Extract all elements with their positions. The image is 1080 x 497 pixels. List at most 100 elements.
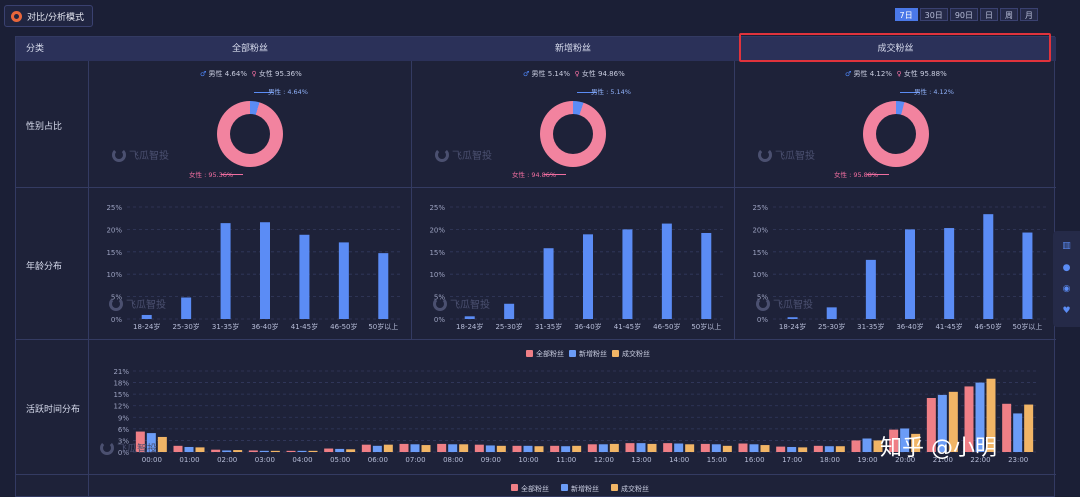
- target-icon[interactable]: ◉: [1062, 284, 1071, 295]
- activity-bar[interactable]: [911, 433, 921, 452]
- activity-bar[interactable]: [964, 386, 974, 452]
- activity-bar[interactable]: [496, 445, 506, 452]
- activity-bar[interactable]: [625, 443, 635, 452]
- activity-bar[interactable]: [421, 445, 431, 452]
- activity-bar[interactable]: [211, 449, 221, 452]
- age-bar[interactable]: [378, 253, 389, 319]
- activity-bar[interactable]: [383, 444, 393, 452]
- activity-bar[interactable]: [587, 444, 597, 452]
- age-bar[interactable]: [661, 223, 672, 319]
- activity-bar[interactable]: [459, 444, 469, 452]
- activity-bar[interactable]: [485, 445, 495, 452]
- activity-bar[interactable]: [561, 446, 571, 452]
- column-all-fans[interactable]: 全部粉丝: [231, 44, 268, 54]
- activity-bar[interactable]: [975, 382, 985, 452]
- activity-bar[interactable]: [926, 398, 936, 452]
- activity-bar[interactable]: [1013, 413, 1023, 452]
- activity-bar[interactable]: [636, 443, 646, 452]
- activity-bar[interactable]: [798, 447, 808, 452]
- activity-bar[interactable]: [523, 445, 533, 452]
- user-icon[interactable]: ●: [1062, 262, 1071, 273]
- age-bar[interactable]: [583, 234, 593, 319]
- activity-bar[interactable]: [889, 429, 899, 452]
- activity-bar[interactable]: [361, 444, 371, 452]
- activity-bar[interactable]: [776, 446, 786, 452]
- activity-bar[interactable]: [738, 443, 748, 452]
- column-new-fans[interactable]: 新增粉丝: [554, 44, 591, 54]
- activity-bar[interactable]: [647, 443, 657, 452]
- activity-bar[interactable]: [195, 447, 205, 452]
- age-bar[interactable]: [826, 307, 837, 319]
- range-7d-button[interactable]: 7日: [894, 8, 918, 21]
- activity-bar[interactable]: [824, 446, 834, 452]
- age-bar[interactable]: [865, 259, 876, 319]
- chart-icon[interactable]: ▥: [1062, 241, 1071, 252]
- activity-bar[interactable]: [346, 449, 356, 452]
- age-bar[interactable]: [464, 316, 475, 319]
- activity-bar[interactable]: [297, 450, 307, 452]
- activity-bar[interactable]: [722, 445, 732, 452]
- activity-bar[interactable]: [700, 443, 710, 452]
- age-bar[interactable]: [338, 242, 349, 319]
- activity-bar[interactable]: [760, 445, 770, 452]
- age-bar[interactable]: [504, 303, 515, 319]
- activity-bar[interactable]: [749, 444, 759, 452]
- activity-bar[interactable]: [270, 450, 280, 452]
- activity-bar[interactable]: [372, 445, 382, 452]
- activity-bar[interactable]: [173, 445, 183, 452]
- age-bar[interactable]: [787, 317, 798, 319]
- age-bar[interactable]: [299, 234, 310, 319]
- activity-bar[interactable]: [609, 443, 619, 452]
- range-month-button[interactable]: 月: [1020, 8, 1038, 21]
- activity-bar[interactable]: [862, 438, 872, 453]
- age-bar[interactable]: [983, 214, 994, 319]
- activity-bar[interactable]: [248, 450, 258, 452]
- activity-bar[interactable]: [787, 446, 797, 452]
- activity-bar[interactable]: [674, 443, 684, 452]
- age-bar[interactable]: [1022, 232, 1033, 319]
- activity-bar[interactable]: [410, 444, 420, 452]
- age-bar[interactable]: [543, 248, 554, 319]
- activity-bar[interactable]: [157, 436, 167, 452]
- activity-bar[interactable]: [851, 440, 861, 452]
- activity-bar[interactable]: [835, 446, 845, 452]
- activity-bar[interactable]: [685, 444, 695, 452]
- activity-bar[interactable]: [335, 448, 345, 452]
- age-bar[interactable]: [141, 314, 152, 319]
- activity-bar[interactable]: [986, 378, 996, 452]
- activity-bar[interactable]: [286, 450, 296, 452]
- activity-bar[interactable]: [534, 446, 544, 452]
- compare-mode-button[interactable]: 对比/分析模式: [4, 5, 94, 27]
- activity-bar[interactable]: [572, 445, 582, 452]
- activity-bar[interactable]: [711, 444, 721, 452]
- activity-bar[interactable]: [937, 394, 947, 452]
- activity-bar[interactable]: [1024, 404, 1034, 452]
- activity-bar[interactable]: [663, 443, 673, 452]
- activity-bar[interactable]: [146, 433, 156, 452]
- activity-bar[interactable]: [813, 445, 823, 452]
- range-day-button[interactable]: 日: [980, 8, 998, 21]
- activity-bar[interactable]: [135, 431, 145, 452]
- age-bar[interactable]: [701, 232, 712, 319]
- activity-bar[interactable]: [308, 450, 318, 452]
- activity-bar[interactable]: [437, 443, 447, 452]
- range-week-button[interactable]: 周: [1000, 8, 1018, 21]
- activity-bar[interactable]: [259, 450, 269, 452]
- age-bar[interactable]: [905, 229, 915, 319]
- activity-bar[interactable]: [184, 446, 194, 452]
- activity-bar[interactable]: [233, 450, 243, 452]
- activity-bar[interactable]: [448, 444, 458, 452]
- activity-bar[interactable]: [512, 445, 522, 452]
- activity-bar[interactable]: [550, 445, 560, 452]
- age-bar[interactable]: [622, 229, 633, 319]
- heart-icon[interactable]: ♥: [1062, 305, 1071, 316]
- activity-bar[interactable]: [598, 444, 608, 452]
- age-bar[interactable]: [260, 222, 270, 319]
- activity-bar[interactable]: [873, 440, 883, 452]
- range-90d-button[interactable]: 90日: [949, 8, 978, 21]
- activity-bar[interactable]: [474, 444, 484, 452]
- activity-bar[interactable]: [222, 450, 232, 452]
- age-bar[interactable]: [181, 297, 192, 319]
- activity-bar[interactable]: [399, 443, 409, 452]
- range-30d-button[interactable]: 30日: [919, 8, 948, 21]
